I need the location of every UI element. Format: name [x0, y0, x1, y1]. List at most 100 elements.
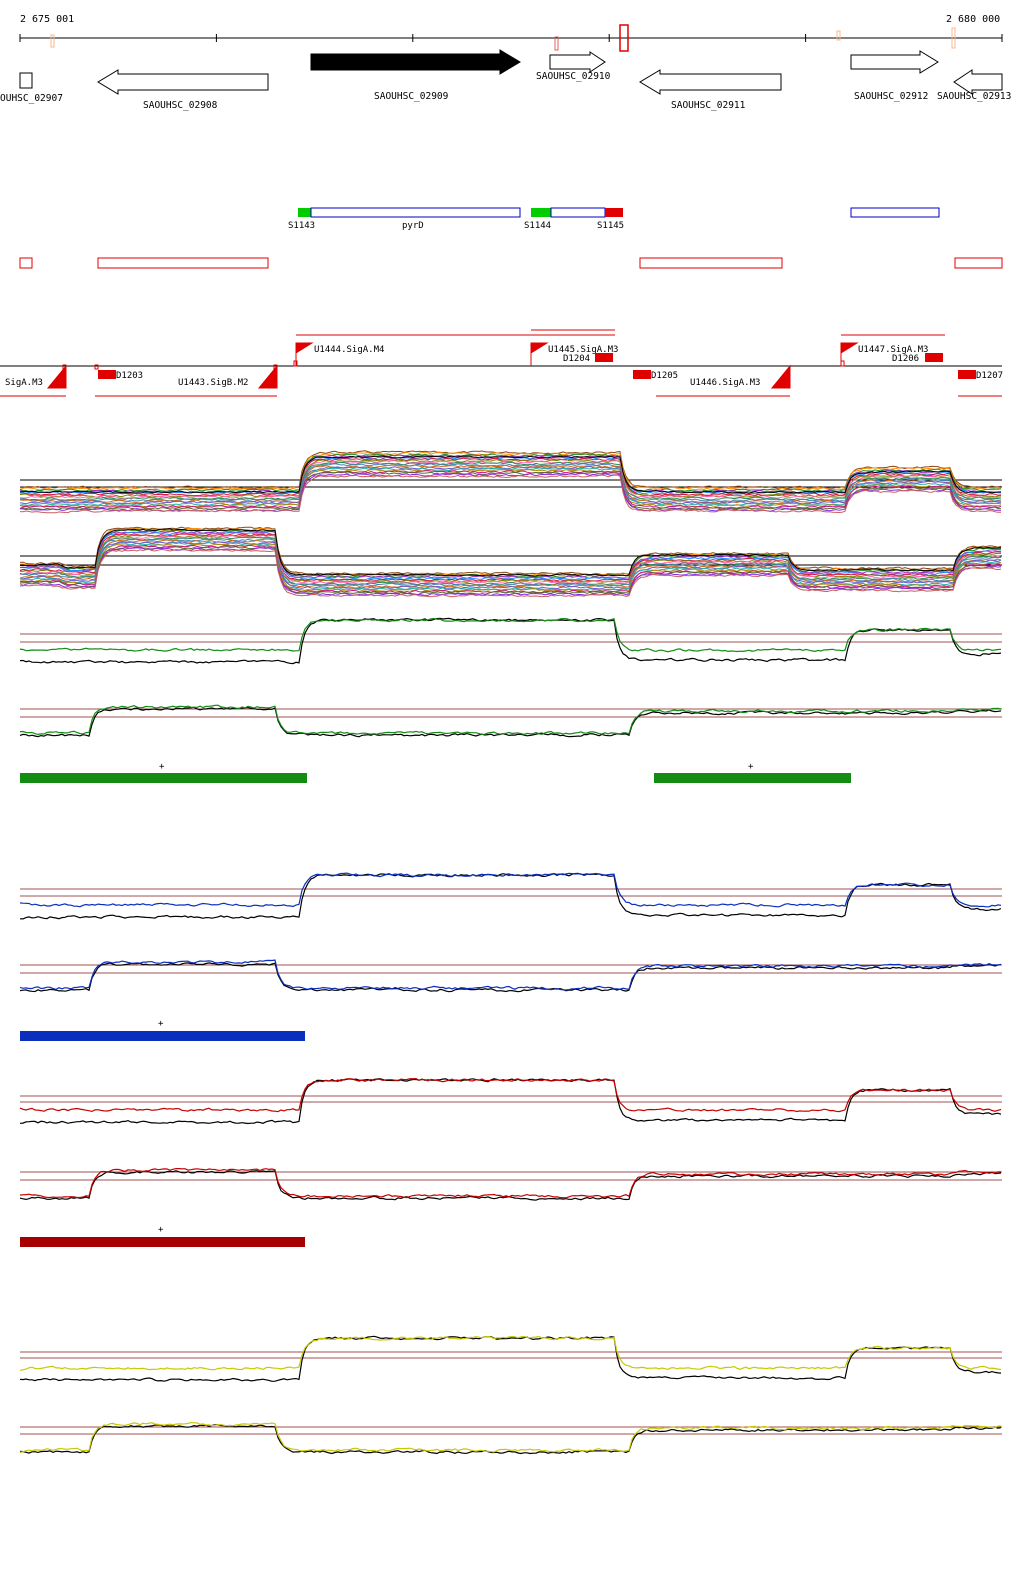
signal-trace — [19, 704, 1002, 736]
promoter-label: U1443.SigB.M2 — [178, 378, 248, 388]
promoter-label: U1446.SigA.M3 — [690, 378, 760, 388]
transcript-block[interactable] — [19, 257, 33, 269]
gene-track: OUHSC_02907 SAOUHSC_02908 SAOUHSC_02909 … — [0, 49, 1011, 111]
expression-panel-green: + + — [19, 617, 1002, 783]
expression-panel-red: + — [19, 1077, 1002, 1247]
region-bar-marker: + — [158, 1225, 164, 1235]
signal-trace — [19, 538, 1002, 587]
signal-trace — [19, 457, 1002, 497]
gene-label: SAOUHSC_02908 — [143, 100, 218, 111]
gene-SAOUHSC_02910[interactable]: SAOUHSC_02910 — [536, 51, 611, 82]
signal-trace — [19, 471, 1002, 511]
ruler-mark — [951, 27, 956, 49]
transcript-block[interactable] — [639, 257, 783, 269]
promoter-U1447[interactable]: U1447.SigA.M3 — [840, 342, 928, 366]
segment-S1144[interactable] — [531, 208, 551, 217]
segment-pyrD[interactable] — [310, 207, 521, 218]
terminator-label: D1203 — [116, 371, 143, 381]
gene-label: SAOUHSC_02909 — [374, 91, 449, 102]
gene-SAOUHSC_02912[interactable]: SAOUHSC_02912 — [850, 50, 939, 102]
signal-trace — [20, 455, 1002, 494]
promoter-label: U1444.SigA.M4 — [314, 345, 384, 355]
signal-trace — [19, 467, 1002, 507]
region-bar-marker: + — [159, 762, 165, 772]
terminator-D1206[interactable]: D1206 — [892, 353, 943, 364]
signal-trace — [19, 617, 1002, 665]
transcript-block[interactable] — [97, 257, 269, 269]
signal-trace — [19, 463, 1002, 502]
region-bar[interactable] — [654, 773, 851, 783]
multi-expression-minus — [19, 526, 1002, 598]
signal-trace — [19, 470, 1002, 509]
transcript-block[interactable] — [954, 257, 1003, 269]
signal-trace — [19, 541, 1002, 591]
ruler-mark — [554, 36, 559, 51]
segment-label: S1143 — [288, 221, 315, 231]
segment-label: S1145 — [597, 221, 624, 231]
gene-SAOUHSC_02911[interactable]: SAOUHSC_02911 — [639, 69, 782, 111]
transcript-track — [19, 257, 1003, 269]
gene-SAOUHSC_02913[interactable]: SAOUHSC_02913 — [937, 69, 1011, 102]
ruler-mark — [50, 34, 55, 48]
signal-trace — [19, 872, 1002, 908]
signal-trace — [19, 1335, 1002, 1371]
promoter-track: U1444.SigA.M4 U1445.SigA.M3 U1447.SigA.M… — [0, 329, 1003, 397]
gene-label: SAOUHSC_02913 — [937, 91, 1011, 102]
signal-trace — [19, 962, 1002, 993]
signal-trace — [19, 1424, 1002, 1455]
promoter-SigA-M3[interactable]: SigA.M3 — [5, 364, 67, 389]
promoter-U1445[interactable]: U1445.SigA.M3 — [530, 342, 618, 366]
signal-trace — [19, 617, 1002, 653]
segment[interactable] — [850, 207, 940, 218]
ruler-mark — [836, 30, 841, 41]
terminator-D1203[interactable]: D1203 — [98, 370, 143, 381]
signal-trace — [19, 548, 1002, 598]
gene-label: OUHSC_02907 — [0, 93, 63, 104]
signal-trace — [19, 474, 1002, 514]
expression-panel-yellow — [19, 1335, 1002, 1455]
segment-label: S1144 — [524, 221, 551, 231]
terminator-label: D1205 — [651, 371, 678, 381]
signal-trace — [19, 706, 1002, 738]
coordinate-ruler: 2 675 001 2 680 000 — [19, 14, 1003, 52]
signal-trace — [19, 528, 1002, 577]
coord-end: 2 680 000 — [946, 14, 1000, 25]
terminator-D1204[interactable]: D1204 — [563, 353, 613, 364]
signal-trace — [19, 545, 1002, 595]
region-bar[interactable] — [20, 1237, 305, 1247]
signal-trace — [19, 465, 1001, 505]
signal-trace — [19, 1335, 1002, 1382]
terminator-label: D1207 — [976, 371, 1003, 381]
signal-trace — [19, 536, 1002, 586]
signal-trace — [19, 533, 1002, 582]
promoter-U1444[interactable]: U1444.SigA.M4 — [295, 342, 384, 366]
segment-S1145[interactable] — [605, 208, 623, 217]
gene-label: SAOUHSC_02911 — [671, 100, 746, 111]
terminator-D1205[interactable]: D1205 — [633, 370, 678, 381]
terminator-D1207[interactable]: D1207 — [958, 370, 1003, 381]
region-bar[interactable] — [20, 1031, 305, 1041]
gene-label: SAOUHSC_02912 — [854, 91, 928, 102]
signal-trace — [19, 959, 1002, 991]
terminator-label: D1204 — [563, 354, 590, 364]
signal-trace — [19, 1421, 1002, 1453]
region-bar[interactable] — [20, 773, 307, 783]
gene-SAOUHSC_02908[interactable]: SAOUHSC_02908 — [97, 69, 269, 111]
promoter-label: U1447.SigA.M3 — [858, 345, 928, 355]
gene-SAOUHSC_02909[interactable]: SAOUHSC_02909 — [310, 49, 521, 102]
ruler-highlight-mark — [619, 24, 629, 52]
coord-start: 2 675 001 — [20, 14, 74, 25]
region-bar-marker: + — [748, 762, 754, 772]
signal-trace — [19, 450, 1002, 490]
signal-trace — [19, 541, 1002, 590]
segment[interactable] — [550, 207, 606, 218]
segment-label: pyrD — [402, 221, 424, 231]
multi-expression-plus — [19, 450, 1002, 514]
signal-trace — [19, 544, 1002, 594]
gene-SAOUHSC_02907[interactable]: OUHSC_02907 — [0, 72, 63, 104]
segment-S1143[interactable] — [298, 208, 311, 217]
promoter-U1443[interactable]: U1443.SigB.M2 — [178, 364, 278, 389]
expression-panel-blue: + — [19, 872, 1002, 1041]
signal-trace — [19, 530, 1002, 579]
promoter-U1446[interactable]: U1446.SigA.M3 — [690, 364, 791, 389]
